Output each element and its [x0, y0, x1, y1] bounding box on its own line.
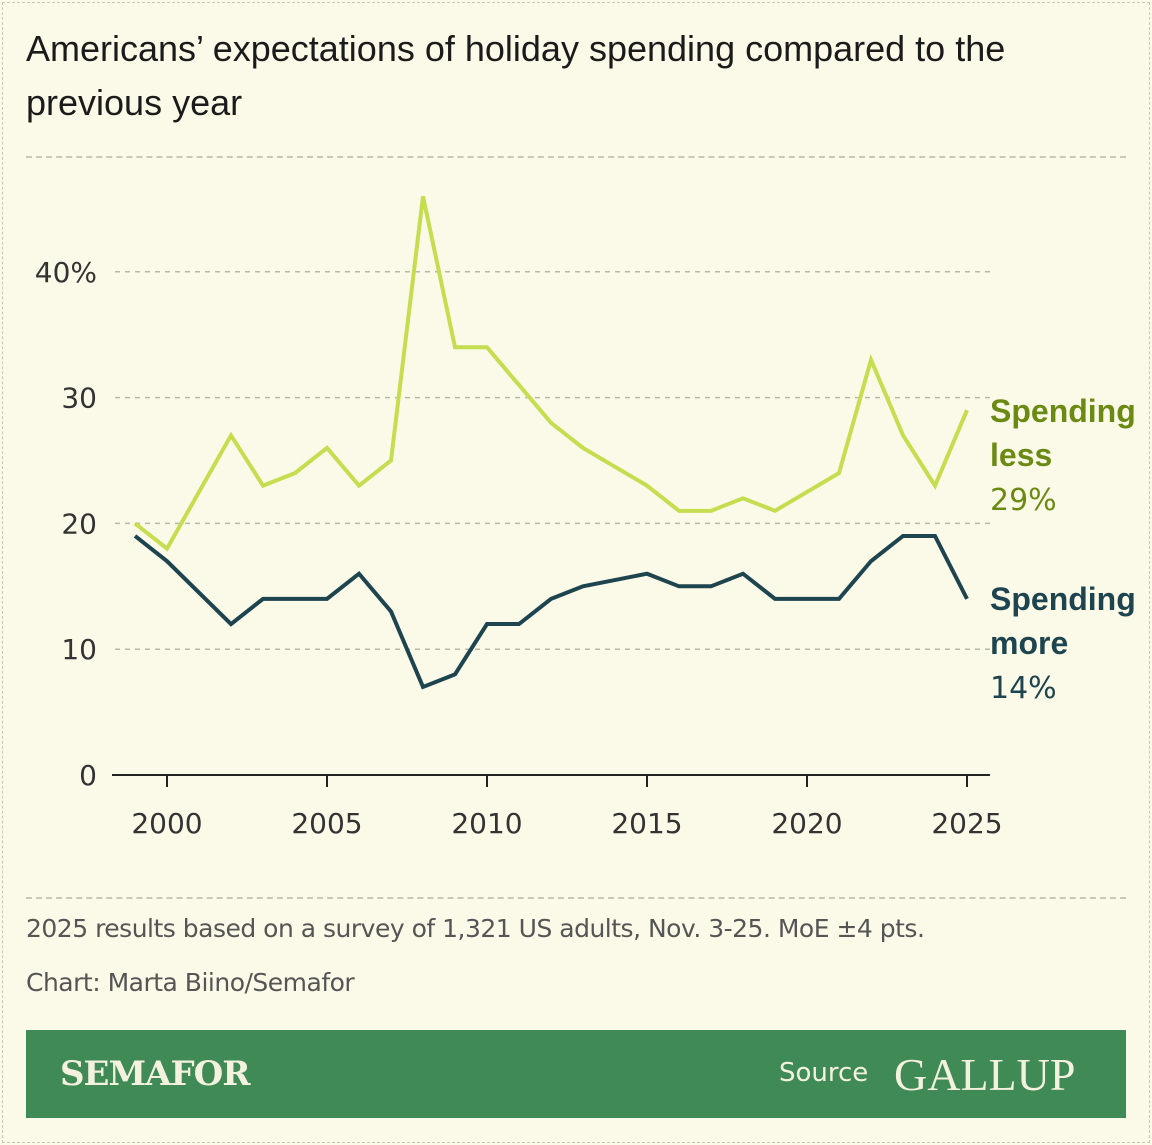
divider — [26, 156, 1126, 158]
chart-credit: Chart: Marta Biino/Semafor — [26, 968, 355, 997]
semafor-logo: SEMAFOR — [60, 1054, 250, 1094]
series-label: Spending — [990, 581, 1136, 617]
y-tick-label: 20 — [61, 507, 97, 540]
x-tick-label: 2005 — [291, 807, 362, 840]
line-chart: 0 10 20 30 40% 2000 2005 2010 2015 2020 2025 Spendi… — [35, 195, 1136, 840]
divider — [26, 897, 1126, 899]
survey-note: 2025 results based on a survey of 1,321 … — [26, 914, 925, 943]
series-end-value: 14% — [990, 671, 1057, 706]
x-tick-label: 2010 — [451, 807, 522, 840]
y-tick-label: 10 — [61, 633, 97, 666]
x-tick-label: 2020 — [771, 807, 842, 840]
x-tick-label: 2025 — [931, 807, 1002, 840]
x-tick-label: 2000 — [131, 807, 202, 840]
series-line-spending-less — [133, 195, 969, 552]
y-tick-label: 40% — [35, 256, 97, 289]
source-label: Source — [779, 1058, 869, 1088]
y-tick-label: 0 — [79, 759, 97, 792]
footer-bar: SEMAFOR Source GALLUP — [26, 1030, 1126, 1118]
series-label: Spending — [990, 393, 1136, 429]
series-end-value: 29% — [990, 483, 1057, 518]
series-line-spending-more — [133, 533, 969, 690]
x-tick-label: 2015 — [611, 807, 682, 840]
chart-title: Americans’ expectations of holiday spend… — [26, 28, 1006, 123]
gallup-logo: GALLUP — [894, 1049, 1076, 1100]
series-label: less — [990, 437, 1052, 473]
series-label: more — [990, 625, 1068, 661]
y-tick-label: 30 — [61, 382, 97, 415]
